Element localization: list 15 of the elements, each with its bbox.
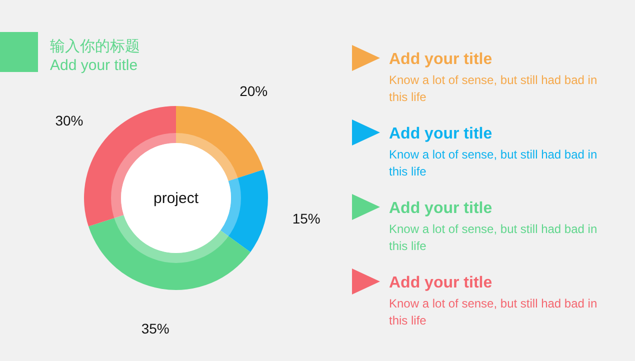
text: Add your title — [389, 200, 492, 217]
text: Add your title — [389, 126, 492, 142]
chart-subtitle: Add your title — [50, 57, 138, 74]
text: Know a lot of sense, but still had bad in this life — [389, 73, 598, 104]
text: Add your title — [389, 274, 492, 292]
text: Know a lot of sense, but still had bad in this life — [389, 148, 598, 178]
data-label: 35% — [141, 320, 170, 336]
data-label: 30% — [55, 112, 84, 128]
text: Add your title — [389, 51, 492, 68]
chart-title: 输入你的标题 — [50, 38, 140, 55]
text: project — [153, 190, 200, 207]
data-label: 20% — [240, 83, 268, 100]
data-label: 15% — [292, 210, 320, 227]
text: Know a lot of sense, but still had bad in this life — [389, 222, 598, 253]
text: Know a lot of sense, but still had bad in this life — [389, 296, 598, 328]
